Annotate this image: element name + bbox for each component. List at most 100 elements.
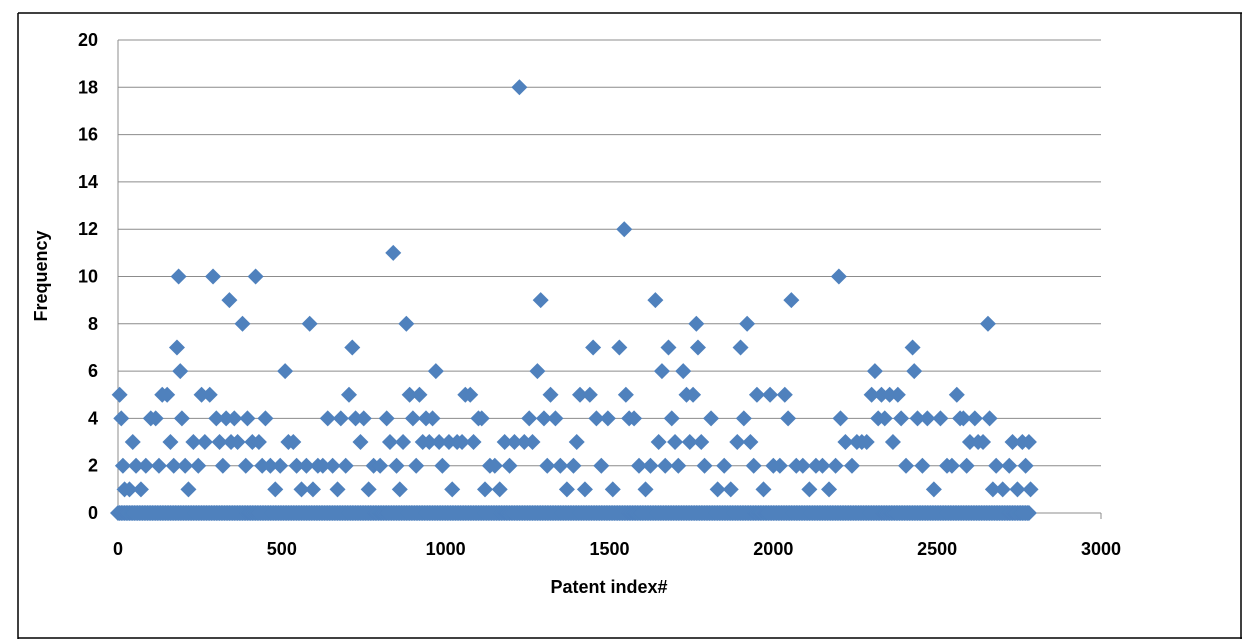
- data-point: [696, 457, 713, 474]
- data-point: [755, 481, 772, 498]
- data-point: [748, 386, 765, 403]
- data-point: [703, 410, 720, 427]
- data-point: [588, 410, 605, 427]
- data-point: [909, 410, 926, 427]
- y-tick-label-20: 20: [78, 30, 98, 50]
- x-axis-title: Patent index#: [550, 577, 667, 597]
- data-point: [821, 481, 838, 498]
- data-point: [568, 434, 585, 451]
- data-point: [385, 244, 402, 261]
- data-point: [642, 457, 659, 474]
- data-point: [257, 410, 274, 427]
- data-point: [293, 481, 310, 498]
- data-point: [496, 434, 513, 451]
- data-point: [604, 481, 621, 498]
- data-point: [542, 386, 559, 403]
- data-points: [110, 79, 1039, 521]
- data-point: [547, 410, 564, 427]
- data-point: [663, 410, 680, 427]
- data-point: [177, 457, 194, 474]
- data-point: [408, 457, 425, 474]
- data-point: [521, 410, 538, 427]
- data-point: [173, 410, 190, 427]
- data-point: [906, 363, 923, 380]
- data-point: [1017, 457, 1034, 474]
- data-point: [958, 457, 975, 474]
- data-point: [783, 292, 800, 309]
- data-point: [193, 386, 210, 403]
- data-point: [511, 79, 528, 96]
- data-point: [360, 481, 377, 498]
- data-point: [984, 481, 1001, 498]
- data-point: [876, 410, 893, 427]
- data-point: [670, 457, 687, 474]
- data-point: [732, 339, 749, 356]
- data-point: [771, 457, 788, 474]
- data-point: [626, 410, 643, 427]
- data-point: [832, 410, 849, 427]
- data-point: [237, 457, 254, 474]
- data-point: [298, 457, 315, 474]
- data-point: [650, 434, 667, 451]
- data-point: [391, 481, 408, 498]
- data-point: [247, 268, 264, 285]
- y-tick-label-8: 8: [88, 314, 98, 334]
- data-point: [324, 457, 341, 474]
- data-point: [729, 434, 746, 451]
- data-point: [988, 457, 1005, 474]
- data-point: [352, 434, 369, 451]
- data-point: [1001, 457, 1018, 474]
- data-point: [884, 434, 901, 451]
- data-point: [647, 292, 664, 309]
- data-point: [1004, 434, 1021, 451]
- data-point: [863, 386, 880, 403]
- data-point: [454, 434, 471, 451]
- data-point: [776, 386, 793, 403]
- data-point: [742, 434, 759, 451]
- data-point: [955, 410, 972, 427]
- data-point: [943, 457, 960, 474]
- y-tick-label-2: 2: [88, 456, 98, 476]
- data-point: [932, 410, 949, 427]
- x-tick-label-2000: 2000: [753, 539, 793, 559]
- data-point: [535, 410, 552, 427]
- data-point: [524, 434, 541, 451]
- data-point: [427, 363, 444, 380]
- data-point: [581, 386, 598, 403]
- data-point: [688, 315, 705, 332]
- data-point: [128, 457, 145, 474]
- y-tick-label-18: 18: [78, 77, 98, 97]
- data-point: [332, 410, 349, 427]
- data-point: [716, 457, 733, 474]
- data-point: [898, 457, 915, 474]
- data-point: [994, 481, 1011, 498]
- y-tick-label-4: 4: [88, 408, 98, 428]
- data-point: [329, 481, 346, 498]
- data-point: [576, 481, 593, 498]
- data-point: [735, 410, 752, 427]
- data-point: [314, 457, 331, 474]
- data-point: [762, 386, 779, 403]
- data-point: [398, 315, 415, 332]
- x-tick-label-500: 500: [267, 539, 297, 559]
- data-point: [1009, 481, 1026, 498]
- data-point: [319, 410, 336, 427]
- data-point: [611, 339, 628, 356]
- data-point: [843, 457, 860, 474]
- data-point: [114, 457, 131, 474]
- x-tick-label-1000: 1000: [426, 539, 466, 559]
- data-point: [830, 268, 847, 285]
- y-tick-labels: 0 2 4 6 8 10 12 14 16 18 20: [78, 30, 98, 523]
- data-point: [532, 292, 549, 309]
- data-point: [180, 481, 197, 498]
- data-point: [919, 410, 936, 427]
- data-point: [440, 434, 457, 451]
- data-point: [572, 386, 589, 403]
- data-point: [904, 339, 921, 356]
- data-point: [378, 410, 395, 427]
- data-point: [434, 457, 451, 474]
- data-point: [226, 410, 243, 427]
- data-point: [501, 457, 518, 474]
